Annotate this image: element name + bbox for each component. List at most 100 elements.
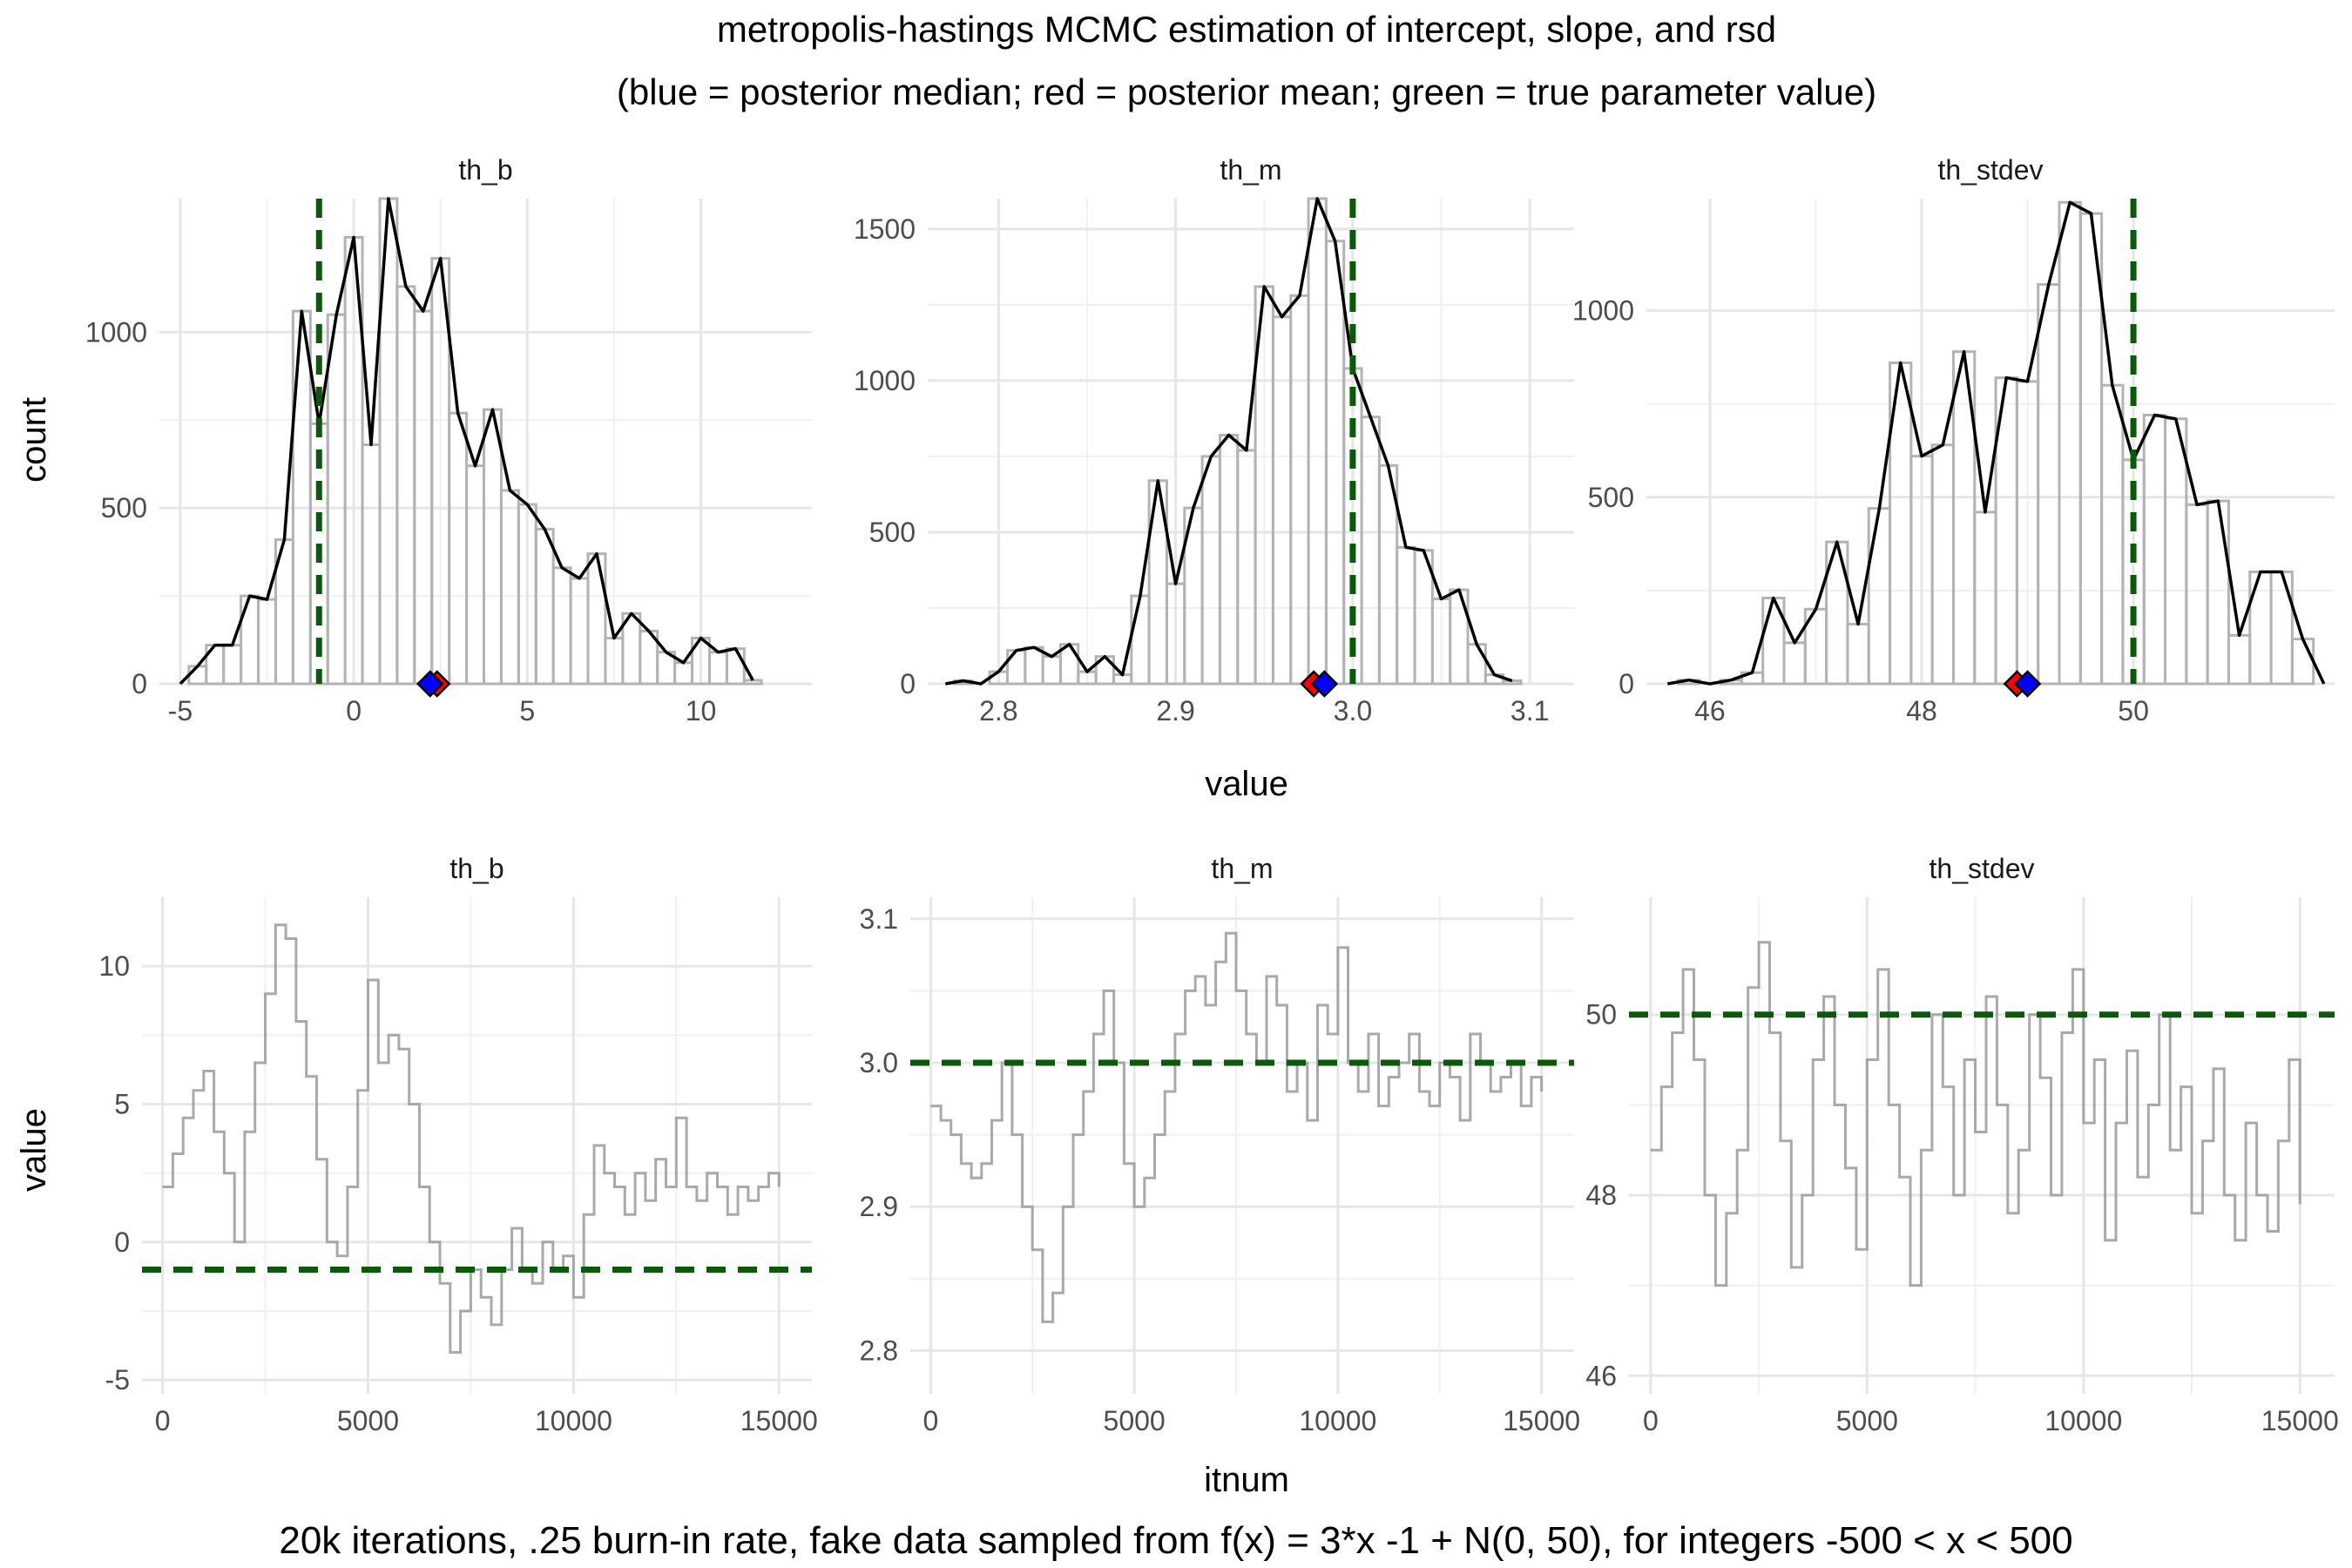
histogram-bar bbox=[2100, 383, 2125, 686]
panel-histogram-0: th_b -5 0 5 10 0 500 1000 bbox=[85, 154, 812, 727]
histogram-bar bbox=[1218, 434, 1240, 686]
y-tick-label: 500 bbox=[101, 492, 147, 524]
histogram-bar bbox=[586, 552, 607, 686]
histogram-bar bbox=[1130, 594, 1151, 686]
trace-line bbox=[930, 931, 1544, 1323]
y-tick-label: 46 bbox=[1585, 1360, 1617, 1391]
x-tick-label: 3.0 bbox=[1334, 695, 1372, 727]
trace-ylabel: value bbox=[15, 1108, 53, 1192]
x-tick-label: 48 bbox=[1906, 695, 1937, 727]
figure-title: metropolis-hastings MCMC estimation of i… bbox=[717, 9, 1776, 50]
panel-trace-0: th_b 0 5000 10000 15000 -5 0 5 10 bbox=[98, 853, 817, 1436]
histogram-bar bbox=[222, 644, 243, 686]
panel-trace-2: th_stdev 0 5000 10000 15000 46 48 50 bbox=[1585, 853, 2338, 1436]
histogram-bar bbox=[291, 309, 312, 686]
y-tick-label: 0 bbox=[114, 1227, 130, 1258]
histogram-bar bbox=[1846, 622, 1870, 686]
panel-title: th_stdev bbox=[1930, 853, 2035, 884]
histogram-bar bbox=[326, 313, 347, 686]
histogram-bar bbox=[1466, 643, 1487, 686]
histogram-bar bbox=[1973, 510, 1997, 686]
y-tick-label: 5 bbox=[114, 1089, 130, 1120]
histogram-bar bbox=[1502, 679, 1523, 686]
histogram-bar bbox=[499, 489, 520, 686]
x-tick-label: 15000 bbox=[2261, 1405, 2339, 1436]
y-tick-label: -5 bbox=[105, 1364, 130, 1396]
x-tick-label: 2.9 bbox=[1156, 695, 1194, 727]
y-tick-label: 0 bbox=[1619, 668, 1634, 700]
histogram-bar bbox=[534, 527, 555, 686]
y-tick-label: 10 bbox=[98, 950, 130, 982]
histogram-bar bbox=[673, 661, 694, 686]
histogram-bar bbox=[2206, 499, 2230, 686]
histogram-bar bbox=[569, 577, 590, 686]
histogram-bar bbox=[1324, 240, 1346, 686]
x-tick-label: 0 bbox=[1643, 1405, 1659, 1436]
x-tick-label: 5 bbox=[519, 695, 535, 727]
histogram-bar bbox=[1271, 315, 1293, 686]
panel-histogram-1: th_m 2.8 2.9 3.0 3.1 0 500 1000 1500 bbox=[854, 154, 1574, 727]
histogram-bar bbox=[1200, 455, 1221, 686]
panel-title: th_b bbox=[458, 154, 512, 186]
panel-title: th_m bbox=[1220, 154, 1281, 186]
x-tick-label: 10000 bbox=[535, 1405, 612, 1436]
x-tick-label: 15000 bbox=[740, 1405, 818, 1436]
histogram-bar bbox=[2248, 570, 2273, 686]
x-tick-label: 0 bbox=[923, 1405, 938, 1436]
histogram-bar bbox=[1041, 655, 1062, 686]
histogram-bar bbox=[413, 309, 434, 686]
histogram-bar bbox=[1024, 645, 1044, 686]
histogram-bar bbox=[1289, 294, 1310, 686]
histogram-bar bbox=[1396, 545, 1416, 686]
histogram-bar bbox=[448, 411, 469, 686]
frequency-line bbox=[179, 197, 754, 686]
panel-title: th_stdev bbox=[1938, 154, 2044, 186]
histogram-bar bbox=[1930, 443, 1955, 686]
y-tick-label: 1000 bbox=[854, 365, 916, 396]
frequency-line bbox=[945, 197, 1513, 686]
histogram-bar bbox=[483, 408, 503, 686]
x-tick-label: 5000 bbox=[337, 1405, 399, 1436]
panel-title: th_m bbox=[1211, 853, 1273, 884]
posterior-median-marker bbox=[416, 670, 444, 698]
posterior-median-marker bbox=[1310, 670, 1339, 698]
histogram-bar bbox=[187, 665, 208, 686]
histogram-bar bbox=[1307, 197, 1328, 686]
histogram-bar bbox=[707, 651, 728, 686]
histogram-bar bbox=[551, 566, 572, 686]
histogram-bar bbox=[361, 443, 382, 686]
histogram-bar bbox=[465, 464, 486, 686]
panel-trace-1: th_m 0 5000 10000 15000 2.8 2.9 3.0 3.1 bbox=[860, 853, 1581, 1436]
histogram-bar bbox=[1005, 649, 1027, 686]
histogram-bar bbox=[2290, 638, 2315, 686]
x-tick-label: 15000 bbox=[1503, 1405, 1580, 1436]
y-tick-label: 1000 bbox=[85, 316, 147, 348]
histogram-bar bbox=[742, 679, 763, 686]
y-tick-label: 3.1 bbox=[860, 903, 898, 935]
y-tick-label: 3.0 bbox=[860, 1047, 898, 1078]
histogram-bar bbox=[2142, 414, 2167, 686]
y-tick-label: 500 bbox=[1588, 482, 1634, 513]
histogram-bar bbox=[1236, 449, 1257, 686]
y-tick-label: 50 bbox=[1585, 999, 1617, 1031]
histogram-bar bbox=[1782, 641, 1807, 686]
y-tick-label: 1500 bbox=[854, 213, 916, 245]
x-tick-label: 50 bbox=[2118, 695, 2149, 727]
posterior-median-marker bbox=[2013, 670, 2042, 698]
x-tick-label: 10000 bbox=[1299, 1405, 1376, 1436]
histogram-bar bbox=[2058, 200, 2082, 686]
histogram-bar bbox=[2185, 503, 2209, 686]
x-tick-label: 10000 bbox=[2044, 1405, 2122, 1436]
histogram-bar bbox=[1867, 507, 1892, 686]
histogram-bar bbox=[725, 647, 746, 686]
x-tick-label: 2.8 bbox=[979, 695, 1017, 727]
x-tick-label: 5000 bbox=[1104, 1405, 1166, 1436]
x-tick-label: 10 bbox=[686, 695, 717, 727]
hist-ylabel: count bbox=[15, 397, 53, 483]
x-tick-label: 0 bbox=[346, 695, 362, 727]
x-tick-label: 5000 bbox=[1836, 1405, 1898, 1436]
trace-line bbox=[1650, 941, 2301, 1288]
